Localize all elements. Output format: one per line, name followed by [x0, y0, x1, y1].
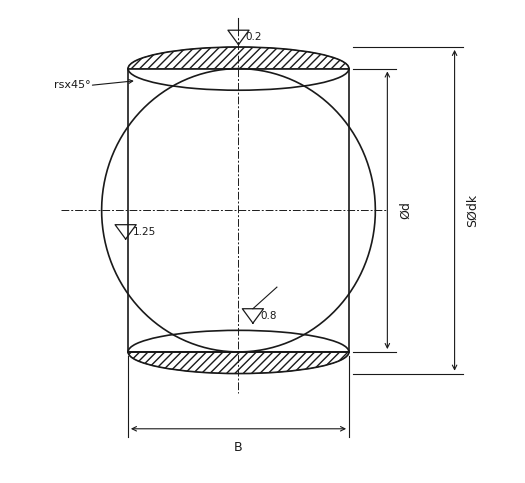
Text: 1.25: 1.25: [133, 227, 156, 237]
Text: B: B: [234, 441, 243, 454]
Text: SØdk: SØdk: [466, 194, 479, 227]
Text: 0.2: 0.2: [246, 32, 262, 43]
Text: Ød: Ød: [399, 201, 412, 219]
Text: 0.8: 0.8: [260, 311, 277, 321]
Text: rsx45°: rsx45°: [54, 81, 90, 90]
FancyBboxPatch shape: [128, 69, 349, 352]
